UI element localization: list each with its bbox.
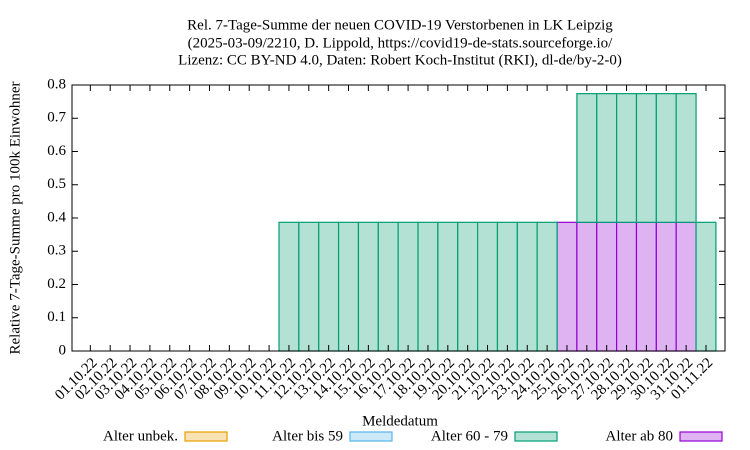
legend-label: Alter unbek.: [103, 428, 178, 444]
bar: [477, 221, 499, 352]
bar: [616, 221, 638, 352]
bar: [655, 221, 677, 352]
bar: [417, 221, 439, 352]
legend-swatch: [349, 431, 393, 442]
bar: [337, 221, 360, 352]
y-tick-label: 0.5: [47, 176, 66, 192]
y-tick-label: 0.1: [47, 309, 66, 325]
plot-frame: [71, 84, 726, 352]
y-tick-label: 0.4: [47, 209, 66, 225]
bar: [675, 93, 697, 223]
legend-swatch: [184, 431, 228, 442]
bar: [278, 221, 300, 352]
bar: [397, 221, 419, 352]
y-tick-label: 0.2: [47, 276, 66, 292]
bar: [556, 221, 578, 352]
y-axis-label: Relative 7-Tage-Summe pro 100k Einwohner: [7, 81, 23, 354]
legend-swatch: [679, 431, 723, 442]
y-tick-label: 0.6: [47, 143, 66, 159]
bar: [357, 221, 379, 352]
bar: [536, 221, 558, 352]
bar: [457, 221, 479, 352]
x-axis-label: Meldedatum: [362, 413, 438, 429]
bar: [596, 93, 618, 223]
y-tick-label: 0.7: [47, 110, 66, 126]
legend-label: Alter bis 59: [272, 428, 343, 444]
legend-swatch: [514, 431, 558, 442]
y-tick-label: 0: [59, 342, 67, 358]
bar: [675, 221, 697, 352]
bar: [695, 221, 717, 352]
bar: [576, 221, 598, 352]
chart-subtitle: Lizenz: CC BY-ND 4.0, Daten: Robert Koch…: [178, 52, 622, 68]
bar: [298, 221, 320, 352]
legend-label: Alter 60 - 79: [431, 428, 508, 444]
bar: [496, 221, 518, 352]
chart-subtitle: (2025-03-09/2210, D. Lippold, https://co…: [188, 35, 613, 51]
y-tick-label: 0.8: [47, 76, 66, 92]
bar: [655, 93, 677, 223]
bar: [516, 221, 538, 352]
bar: [635, 221, 657, 352]
chart-title: Rel. 7-Tage-Summe der neuen COVID-19 Ver…: [187, 17, 613, 33]
bar: [318, 221, 340, 352]
bar: [635, 93, 657, 223]
bar: [437, 221, 459, 352]
bar: [576, 93, 598, 223]
bar: [616, 93, 638, 223]
legend-label: Alter ab 80: [606, 428, 673, 444]
bar: [596, 221, 618, 352]
y-tick-label: 0.3: [47, 243, 66, 259]
bar: [377, 221, 399, 352]
